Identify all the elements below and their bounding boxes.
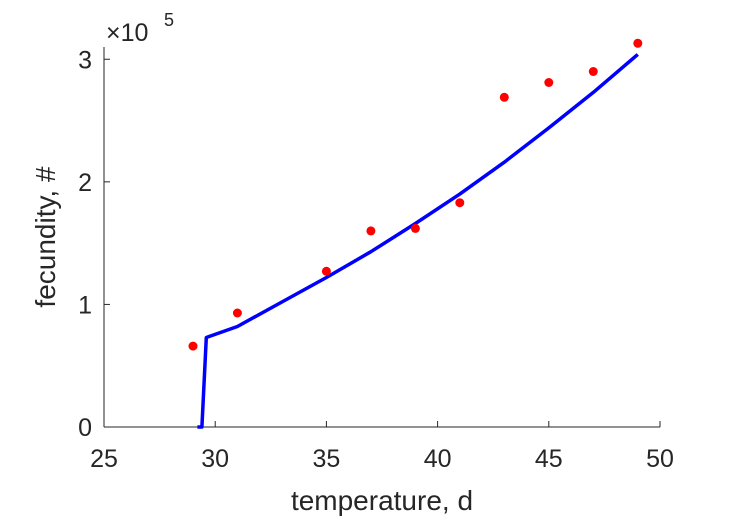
- x-ticks: 25 30 35 40 45 50: [90, 421, 674, 473]
- fit-line: [197, 53, 639, 429]
- y-tick-label: 0: [78, 414, 92, 442]
- y-axis-label: fecundity, #: [30, 166, 61, 308]
- x-tick-label: 25: [90, 445, 118, 473]
- x-axis-label: temperature, d: [291, 485, 473, 516]
- y-tick-label: 3: [78, 46, 92, 74]
- y-tick-label: 2: [78, 169, 92, 197]
- axes: [103, 47, 660, 428]
- data-point: [544, 78, 554, 87]
- x-tick-label: 40: [424, 445, 452, 473]
- y-exponent-base: ×10: [106, 19, 148, 47]
- data-point: [232, 308, 242, 318]
- x-tick-label: 30: [201, 445, 229, 473]
- data-point: [499, 92, 509, 102]
- data-point: [410, 223, 420, 233]
- data-point: [321, 266, 331, 276]
- data-point: [188, 341, 198, 351]
- data-point: [366, 226, 376, 236]
- data-point: [455, 198, 465, 208]
- data-point: [588, 67, 598, 76]
- y-tick-label: 1: [78, 291, 92, 319]
- x-tick-label: 45: [535, 445, 563, 473]
- y-ticks: 0 1 2 3: [78, 46, 110, 442]
- x-tick-label: 35: [312, 445, 340, 473]
- y-exponent: ×10 5: [106, 10, 174, 47]
- data-point: [633, 38, 643, 48]
- x-tick-label: 50: [646, 445, 674, 473]
- y-exponent-power: 5: [164, 10, 174, 30]
- series-layer: [188, 38, 643, 429]
